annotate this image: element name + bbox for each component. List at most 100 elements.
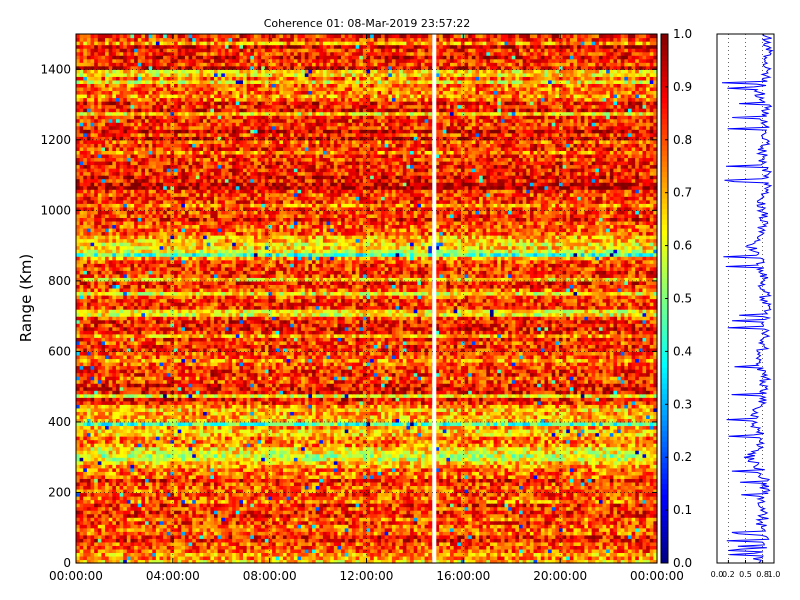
heatmap-cell [493, 478, 498, 483]
heatmap-cell [308, 510, 313, 515]
heatmap-cell [486, 485, 491, 490]
heatmap-cell [195, 559, 201, 564]
heatmap-cell [97, 506, 103, 511]
heatmap-cell [155, 450, 161, 455]
heatmap-cell [195, 499, 201, 504]
heatmap-cell [609, 464, 615, 469]
heatmap-cell [83, 520, 88, 525]
heatmap-cell [126, 534, 132, 539]
heatmap-cell [526, 503, 531, 508]
heatmap-cell [123, 510, 128, 515]
heatmap-cell [548, 495, 553, 501]
heatmap-cell [529, 506, 535, 511]
heatmap-cell [275, 495, 280, 501]
heatmap-cell [210, 510, 215, 515]
heatmap-cell [326, 559, 331, 564]
heatmap-cell [558, 559, 564, 564]
heatmap-cell [246, 510, 251, 515]
heatmap-cell [126, 510, 132, 515]
heatmap-cell [170, 506, 175, 511]
heatmap-cell [508, 520, 513, 525]
heatmap-cell [210, 474, 215, 479]
heatmap-cell [232, 541, 237, 546]
heatmap-cell [163, 499, 168, 504]
heatmap-cell [606, 555, 611, 561]
heatmap-cell [239, 453, 244, 458]
heatmap-cell [359, 524, 364, 529]
heatmap-cell [108, 517, 113, 522]
heatmap-cell [555, 531, 560, 536]
heatmap-cell [206, 506, 211, 511]
heatmap-cell [617, 481, 622, 487]
heatmap-cell [569, 485, 575, 490]
heatmap-cell [598, 495, 604, 501]
heatmap-cell [653, 538, 658, 543]
heatmap-cell [435, 478, 440, 483]
heatmap-cell [286, 545, 291, 550]
heatmap-cell [497, 510, 502, 515]
heatmap-cell [653, 481, 658, 487]
heatmap-cell [272, 457, 277, 462]
heatmap-cell [555, 492, 560, 497]
heatmap-cell [635, 555, 640, 561]
heatmap-cell [243, 524, 248, 529]
heatmap-cell [602, 478, 607, 483]
heatmap-cell [370, 499, 375, 504]
heatmap-cell [642, 513, 647, 518]
heatmap-cell [435, 510, 440, 515]
heatmap-cell [76, 450, 81, 455]
heatmap-cell [217, 538, 222, 543]
heatmap-cell [166, 538, 172, 543]
heatmap-cell [475, 506, 480, 511]
heatmap-cell [115, 495, 121, 501]
heatmap-cell [577, 495, 582, 501]
heatmap-cell [551, 538, 556, 543]
heatmap-cell [544, 488, 549, 494]
heatmap-cell [213, 467, 219, 472]
heatmap-cell [344, 552, 349, 557]
heatmap-cell [253, 524, 259, 529]
heatmap-cell [130, 531, 135, 536]
heatmap-cell [319, 527, 324, 532]
heatmap-cell [86, 524, 92, 529]
heatmap-cell [192, 467, 197, 472]
heatmap-cell [649, 538, 654, 543]
heatmap-cell [355, 517, 360, 522]
heatmap-cell [391, 495, 397, 501]
heatmap-cell [94, 499, 99, 504]
heatmap-cell [555, 485, 560, 490]
heatmap-cell [620, 495, 625, 501]
heatmap-cell [533, 467, 538, 472]
heatmap-cell [322, 531, 328, 536]
heatmap-cell [282, 513, 288, 518]
heatmap-cell [537, 506, 542, 511]
heatmap-cell [424, 541, 429, 546]
heatmap-cell [373, 559, 378, 564]
heatmap-cell [177, 552, 182, 557]
heatmap-cell [381, 474, 386, 479]
heatmap-cell [617, 559, 622, 564]
heatmap-cell [638, 457, 644, 462]
heatmap-cell [253, 471, 259, 476]
heatmap-cell [174, 510, 179, 515]
heatmap-cell [482, 474, 487, 479]
heatmap-cell [420, 499, 426, 504]
heatmap-cell [551, 545, 556, 550]
heatmap-cell [105, 464, 110, 469]
heatmap-cell [105, 492, 110, 497]
heatmap-cell [595, 517, 600, 522]
heatmap-cell [174, 460, 179, 465]
heatmap-cell [515, 485, 520, 490]
heatmap-cell [228, 531, 233, 536]
heatmap-cell [304, 460, 309, 465]
heatmap-cell [184, 559, 190, 564]
heatmap-cell [500, 471, 506, 476]
heatmap-cell [126, 503, 132, 508]
heatmap-cell [155, 464, 161, 469]
heatmap-cell [134, 457, 139, 462]
heatmap-cell [232, 457, 237, 462]
heatmap-cell [210, 495, 215, 501]
heatmap-cell [319, 464, 324, 469]
heatmap-cell [297, 510, 302, 515]
heatmap-cell [540, 531, 546, 536]
